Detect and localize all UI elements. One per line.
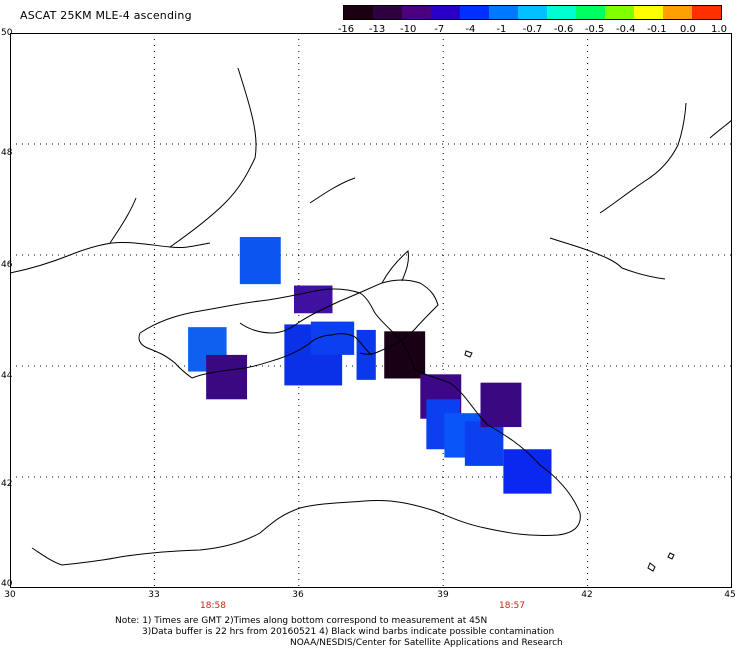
color-scale-segment bbox=[518, 6, 547, 19]
color-scale-label: 1.0 bbox=[711, 24, 727, 35]
color-scale-segment bbox=[402, 6, 431, 19]
color-scale-segment bbox=[489, 6, 518, 19]
color-scale-label: -13 bbox=[368, 24, 386, 35]
color-scale-segment bbox=[431, 6, 460, 19]
color-scale-segment bbox=[547, 6, 576, 19]
lon-label: 42 bbox=[581, 590, 593, 600]
color-scale-labels: -16 -13 -10 -7 -4 -1 -0.7 -0.6 -0.5 -0.4 -0.1 0.0 1.… bbox=[0, 0, 740, 40]
note-line-3: NOAA/NESDIS/Center for Satellite Applica… bbox=[290, 638, 563, 648]
wind-data-cell bbox=[293, 285, 333, 314]
wind-data-cell bbox=[239, 236, 281, 285]
color-scale-label: -10 bbox=[399, 24, 417, 35]
color-scale-segment bbox=[460, 6, 489, 19]
color-scale-label: -16 bbox=[337, 24, 355, 35]
wind-data-cell bbox=[356, 329, 376, 380]
time-label-west: 18:58 bbox=[200, 601, 226, 611]
color-scale-label: -0.6 bbox=[553, 24, 574, 35]
color-scale-segment bbox=[344, 6, 373, 19]
coastline bbox=[10, 67, 732, 572]
note-line-2: 3)Data buffer is 22 hrs from 20160521 4)… bbox=[142, 627, 555, 637]
color-scale-bar bbox=[343, 5, 722, 20]
map-border bbox=[10, 33, 732, 588]
color-scale-label: -7 bbox=[434, 24, 445, 35]
color-scale-label: -1 bbox=[496, 24, 507, 35]
color-scale-segment bbox=[605, 6, 634, 19]
lon-label: 36 bbox=[292, 590, 304, 600]
wind-data-cell bbox=[480, 382, 522, 428]
color-scale-label: -0.4 bbox=[615, 24, 636, 35]
lon-label: 45 bbox=[724, 590, 736, 600]
color-scale-label: -0.1 bbox=[647, 24, 667, 35]
color-scale-label: -0.5 bbox=[584, 24, 605, 35]
map-area[interactable] bbox=[10, 33, 732, 588]
note-line-1: Note: 1) Times are GMT 2)Times along bot… bbox=[115, 616, 488, 626]
wind-data-cell bbox=[206, 354, 248, 400]
graticule bbox=[10, 33, 732, 588]
lon-label: 30 bbox=[4, 590, 16, 600]
wind-data-cell bbox=[503, 449, 552, 494]
map-canvas[interactable] bbox=[10, 33, 732, 588]
product-title: ASCAT 25KM MLE-4 ascending bbox=[20, 9, 192, 22]
wind-data-cell bbox=[464, 421, 504, 466]
color-scale-label: -4 bbox=[465, 24, 476, 35]
lon-label: 33 bbox=[148, 590, 160, 600]
color-scale-segment bbox=[373, 6, 402, 19]
color-scale-segment bbox=[576, 6, 605, 19]
color-scale-segment bbox=[634, 6, 663, 19]
color-scale-label: -0.7 bbox=[522, 24, 543, 35]
time-label-east: 18:57 bbox=[499, 601, 525, 611]
lon-label: 39 bbox=[437, 590, 449, 600]
color-scale-segment bbox=[692, 6, 721, 19]
color-scale-label: 0.0 bbox=[679, 24, 696, 35]
wind-cells bbox=[188, 236, 552, 494]
color-scale-segment bbox=[663, 6, 692, 19]
